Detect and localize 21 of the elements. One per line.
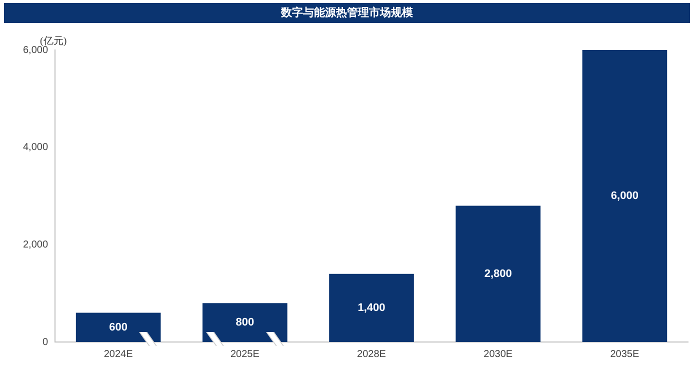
x-tick-label: 2028E: [357, 348, 386, 360]
x-tick-label: 2035E: [610, 348, 640, 360]
y-tick-label: 4,000: [22, 142, 48, 154]
data-label: 1,400: [358, 302, 386, 314]
data-label: 2,800: [484, 268, 512, 280]
bar: [202, 303, 288, 342]
x-tick-label: 2024E: [104, 348, 134, 360]
bar: [329, 274, 414, 342]
data-label: 600: [109, 321, 128, 334]
bar: [582, 50, 668, 342]
data-label: 800: [236, 316, 254, 329]
chart-title: 数字与能源热管理市场规模: [4, 3, 690, 23]
data-label: 6,000: [610, 190, 638, 202]
x-tick-label: 2025E: [230, 348, 260, 360]
bar: [76, 312, 161, 342]
y-axis-title: (亿元): [40, 35, 67, 47]
y-tick-label: 6,000: [22, 44, 48, 56]
y-tick-label: 2,000: [22, 239, 48, 250]
bar: [456, 206, 541, 342]
x-tick-label: 2030E: [484, 348, 513, 360]
y-tick-label: 0: [42, 336, 48, 348]
